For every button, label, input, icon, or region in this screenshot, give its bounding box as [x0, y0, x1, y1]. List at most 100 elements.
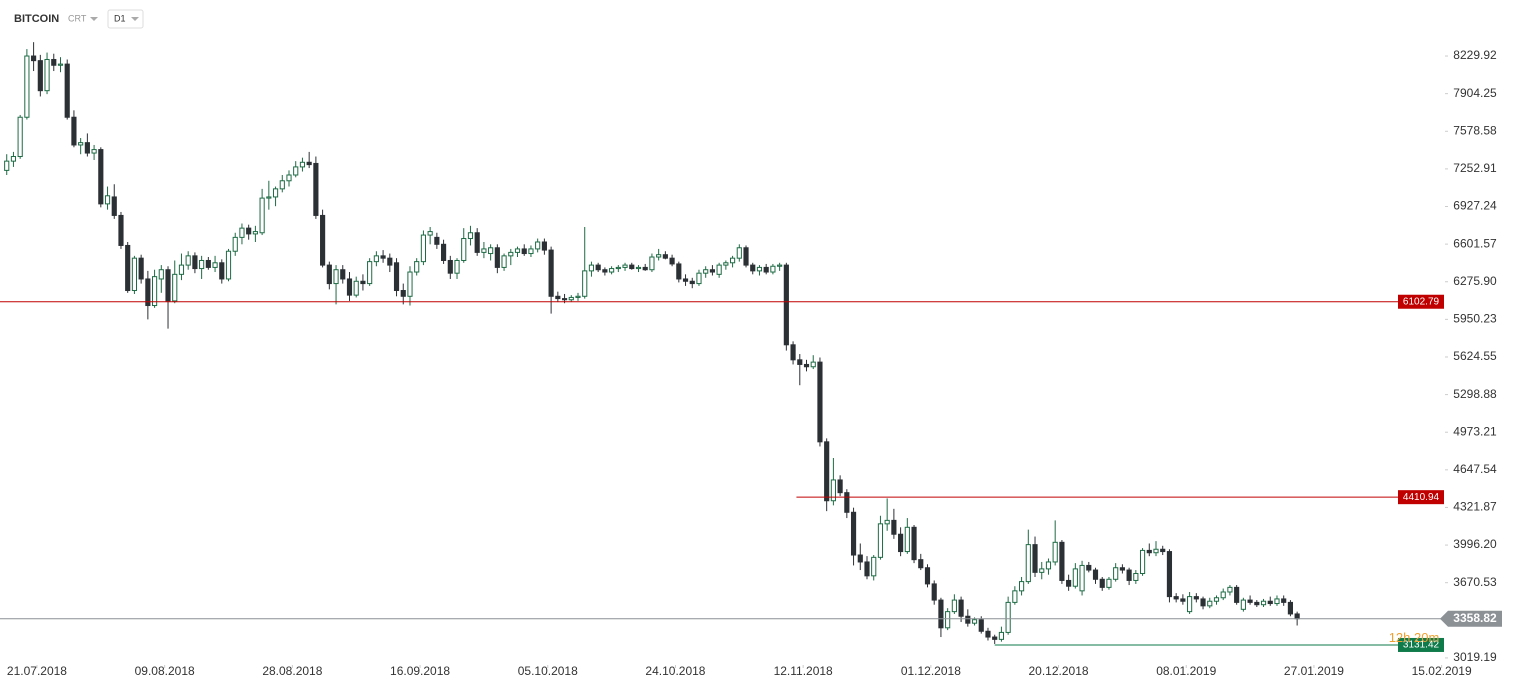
y-tick-label: 3019.19 [1453, 650, 1497, 664]
candle-body [192, 255, 198, 270]
candle-body [1079, 564, 1085, 592]
y-tick-label: 6601.57 [1453, 236, 1497, 250]
candle-body [1039, 568, 1045, 573]
candle-body [1099, 578, 1105, 588]
candle-body [320, 214, 326, 266]
candle-body [1267, 600, 1273, 605]
candle-body [803, 363, 810, 368]
candle-body [1254, 601, 1260, 606]
candle-body [306, 161, 312, 166]
candle-body [1193, 596, 1199, 600]
candle-body [797, 359, 803, 365]
candle-body [1240, 599, 1246, 610]
candle-body [884, 519, 890, 525]
level-label-box [1398, 637, 1444, 652]
candle-body [729, 257, 736, 264]
candle-body [57, 63, 64, 66]
candle-body [414, 261, 420, 273]
candle-body [965, 615, 971, 624]
interval-box[interactable] [107, 9, 144, 29]
candle-body [178, 264, 185, 275]
candle-body [44, 58, 50, 92]
candle-body [676, 263, 682, 280]
candle-body [857, 554, 863, 563]
candle-body [898, 533, 904, 553]
y-tick-label: 6927.24 [1453, 199, 1497, 213]
candle-body [945, 611, 951, 629]
candle-body [1025, 544, 1031, 583]
candle-body [84, 142, 90, 154]
candle-body [165, 269, 171, 302]
candle-body [783, 264, 789, 346]
candle-body [1146, 549, 1152, 554]
candle-body [918, 559, 924, 569]
candle-body [1032, 544, 1038, 573]
candle-body [1139, 549, 1146, 575]
candle-body [420, 234, 427, 263]
candle-body [488, 247, 494, 255]
candle-body [17, 116, 23, 158]
x-tick-label: 21.07.2018 [7, 664, 67, 678]
candle-body [736, 247, 742, 259]
candle-body [481, 248, 487, 253]
x-tick-label: 05.10.2018 [518, 664, 578, 678]
candle-body [467, 232, 474, 240]
candle-body [387, 257, 393, 266]
candle-body [931, 583, 937, 601]
candle-body [602, 269, 608, 273]
candle-body [1247, 599, 1253, 603]
candle-body [118, 214, 124, 246]
candle-body [763, 266, 769, 273]
candle-body [709, 269, 716, 273]
x-tick-label: 01.12.2018 [901, 664, 961, 678]
candle-body [434, 236, 440, 245]
candle-body [1113, 567, 1119, 580]
candle-body [1220, 591, 1226, 599]
candle-body [461, 238, 467, 261]
candle-body [1234, 586, 1240, 603]
candle-body [1187, 596, 1193, 613]
candle-body [1294, 613, 1300, 620]
candle-body [71, 116, 77, 146]
candle-body [877, 523, 884, 558]
candle-body [971, 619, 978, 624]
candle-body [824, 441, 830, 502]
candle-body [1213, 597, 1220, 602]
candle-body [1005, 601, 1011, 633]
candle-body [998, 631, 1005, 640]
candle-body [649, 256, 655, 271]
x-tick-label: 24.10.2018 [645, 664, 705, 678]
candle-body [1200, 598, 1206, 607]
candle-body [501, 255, 507, 268]
candle-body [373, 255, 379, 263]
x-tick-label: 09.08.2018 [135, 664, 195, 678]
x-tick-label: 16.09.2018 [390, 664, 450, 678]
last-price-label: 3358.82 [1453, 611, 1497, 625]
candle-body [494, 247, 500, 268]
candle-body [689, 280, 695, 285]
interval-selector[interactable]: D1 [114, 13, 126, 23]
candle-body [393, 262, 400, 292]
candle-body [1260, 600, 1267, 606]
candle-body [293, 166, 299, 176]
candle-body [568, 296, 574, 301]
y-tick-label: 5298.88 [1453, 387, 1497, 401]
candle-body [440, 243, 447, 261]
candle-body [299, 161, 306, 168]
candle-body [609, 268, 615, 273]
y-tick-label: 4321.87 [1453, 500, 1497, 514]
y-tick-label: 4973.21 [1453, 424, 1497, 438]
candle-body [1059, 541, 1065, 581]
candle-body [31, 55, 37, 62]
candle-body [575, 295, 581, 298]
level-label-box [1398, 294, 1444, 309]
candle-body [400, 290, 406, 297]
candle-body [561, 298, 568, 301]
group-selector[interactable]: CRT [68, 13, 87, 23]
candle-body [844, 492, 850, 513]
level-label: 3131.42 [1403, 640, 1440, 651]
candle-body [864, 561, 870, 577]
candle-body [151, 276, 158, 307]
candle-body [1160, 548, 1166, 553]
candle-body [1086, 564, 1092, 571]
